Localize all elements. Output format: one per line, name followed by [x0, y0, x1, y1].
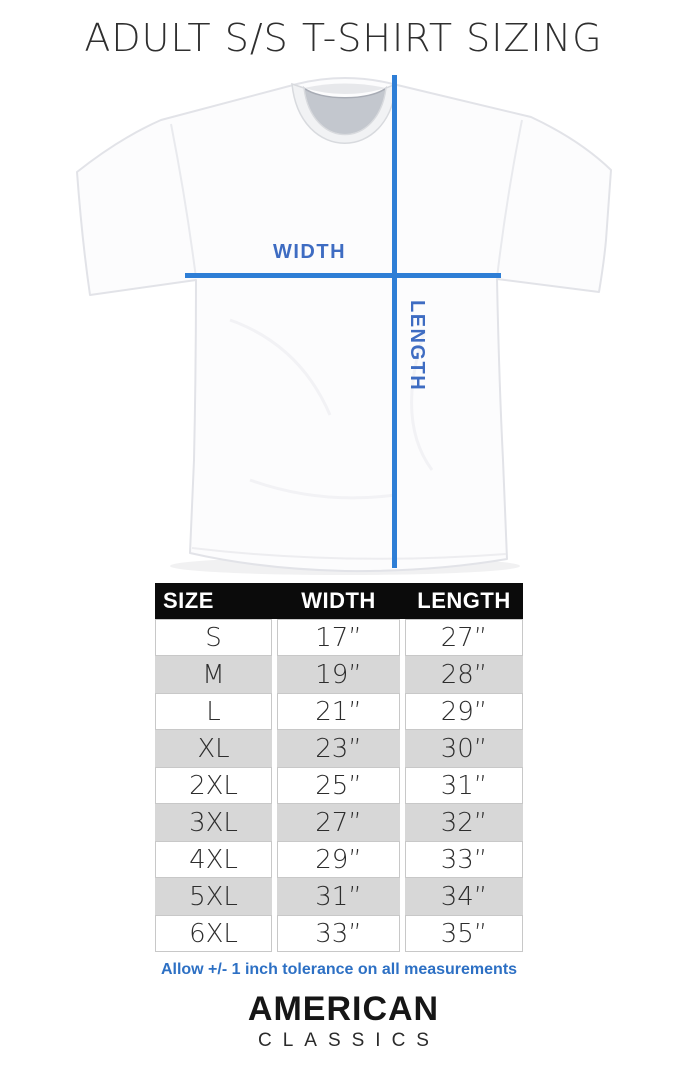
width-cell: 33”: [277, 915, 400, 952]
size-cell: S: [155, 619, 272, 656]
page-title: ADULT S/S T-SHIRT SIZING: [84, 16, 603, 60]
length-cell: 35”: [405, 915, 523, 952]
header-width: WIDTH: [301, 588, 376, 613]
header-size: SIZE: [163, 588, 214, 613]
tshirt-silhouette: [76, 77, 612, 573]
brand-logo: AMERICAN CLASSICS: [0, 992, 687, 1050]
size-table: SIZE WIDTH LENGTH S 17” 27” M 19” 28” L …: [155, 583, 523, 952]
size-cell: XL: [155, 730, 272, 767]
width-cell: 19”: [277, 656, 400, 693]
length-cell: 33”: [405, 841, 523, 878]
table-row: 5XL 31” 34”: [155, 878, 523, 915]
tshirt-left-sleeve-seam: [170, 123, 197, 279]
size-cell: 2XL: [155, 767, 272, 804]
length-label: LENGTH: [406, 300, 428, 392]
tolerance-note: Allow +/- 1 inch tolerance on all measur…: [160, 961, 518, 978]
width-cell: 31”: [277, 878, 400, 915]
table-row: 2XL 25” 31”: [155, 767, 523, 804]
table-row: XL 23” 30”: [155, 730, 523, 767]
size-cell: L: [155, 693, 272, 730]
width-cell: 25”: [277, 767, 400, 804]
size-cell: 6XL: [155, 915, 272, 952]
tshirt-hem-stitch: [191, 547, 507, 560]
tshirt-wrinkle: [229, 318, 332, 416]
length-cell: 32”: [405, 804, 523, 841]
width-label: WIDTH: [273, 241, 347, 263]
size-table-header: SIZE WIDTH LENGTH: [155, 583, 523, 619]
length-cell: 30”: [405, 730, 523, 767]
table-row: L 21” 29”: [155, 693, 523, 730]
length-cell: 34”: [405, 878, 523, 915]
tshirt-back-collar: [304, 83, 386, 94]
table-row: 6XL 33” 35”: [155, 915, 523, 952]
width-line: [185, 273, 501, 278]
tshirt-right-sleeve-seam: [496, 119, 523, 279]
length-cell: 27”: [405, 619, 523, 656]
width-cell: 17”: [277, 619, 400, 656]
tshirt-wrinkle: [410, 329, 434, 471]
size-cell: M: [155, 656, 272, 693]
tshirt-diagram: [76, 77, 612, 575]
width-cell: 21”: [277, 693, 400, 730]
table-row: 3XL 27” 32”: [155, 804, 523, 841]
header-length: LENGTH: [417, 588, 511, 613]
size-cell: 4XL: [155, 841, 272, 878]
tshirt-graphic: [76, 77, 612, 575]
length-cell: 29”: [405, 693, 523, 730]
table-row: M 19” 28”: [155, 656, 523, 693]
size-cell: 5XL: [155, 878, 272, 915]
width-cell: 23”: [277, 730, 400, 767]
tshirt-wrinkle: [249, 478, 396, 500]
brand-name-top: AMERICAN: [247, 990, 440, 1028]
length-line: [392, 75, 397, 568]
length-cell: 31”: [405, 767, 523, 804]
size-cell: 3XL: [155, 804, 272, 841]
table-row: 4XL 29” 33”: [155, 841, 523, 878]
width-cell: 29”: [277, 841, 400, 878]
length-cell: 28”: [405, 656, 523, 693]
brand-name-bottom: CLASSICS: [258, 1030, 440, 1051]
width-cell: 27”: [277, 804, 400, 841]
size-table-body: S 17” 27” M 19” 28” L 21” 29” XL 23” 30”…: [155, 619, 523, 952]
table-row: S 17” 27”: [155, 619, 523, 656]
